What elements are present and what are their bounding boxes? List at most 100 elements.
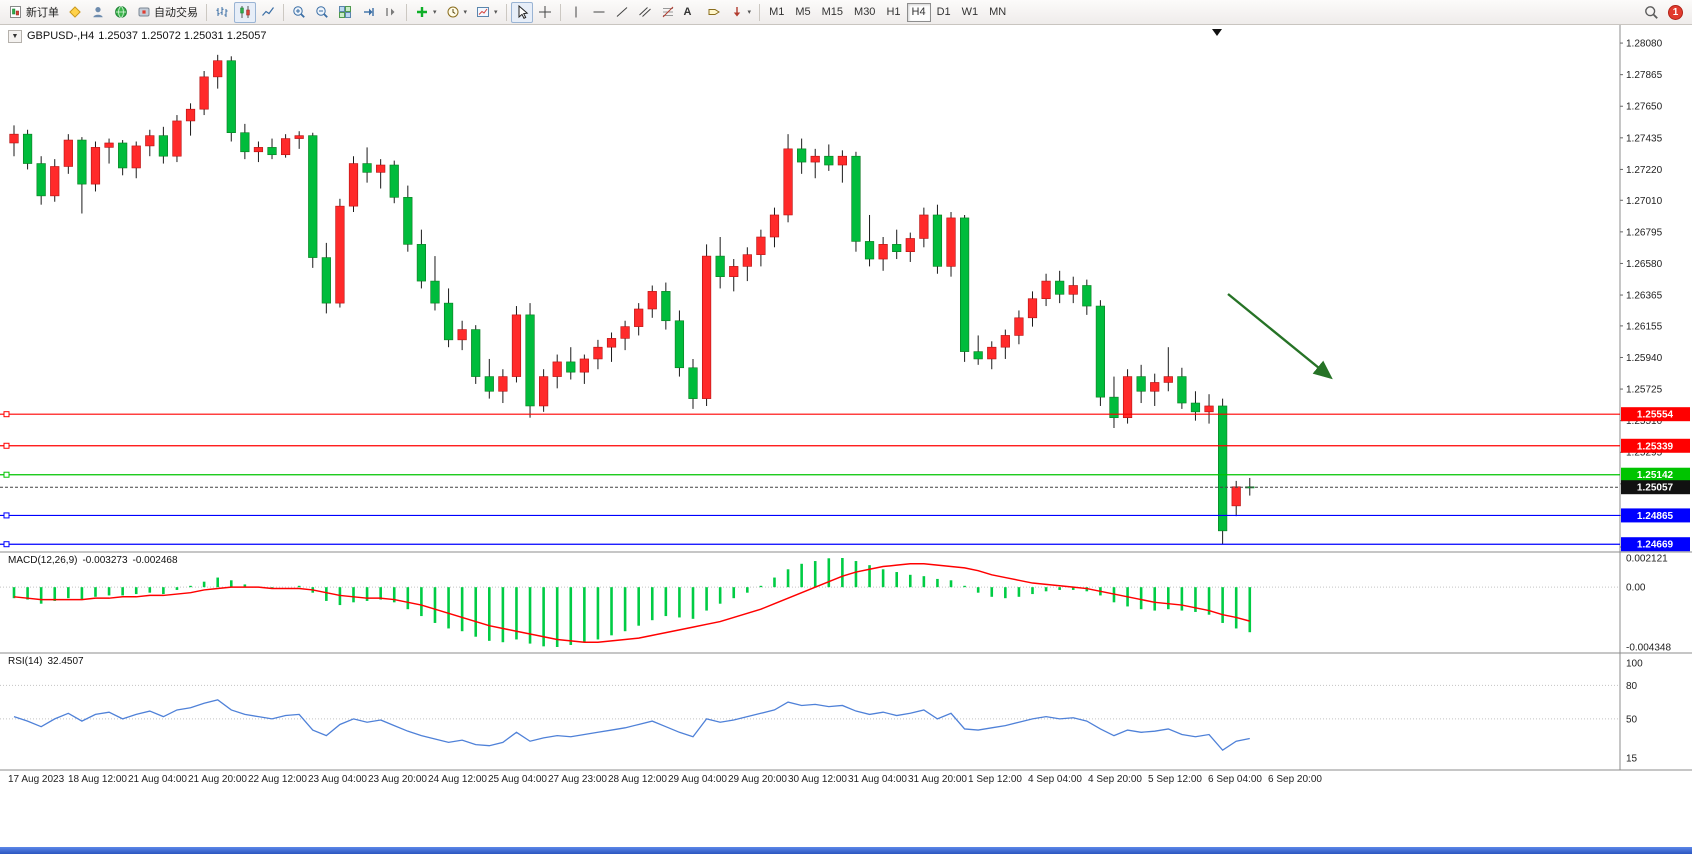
candle-body: [280, 138, 291, 156]
svg-text:1.26365: 1.26365: [1626, 291, 1663, 302]
candle-body: [919, 214, 929, 239]
svg-text:50: 50: [1626, 714, 1638, 725]
globe-icon: [114, 5, 128, 19]
profile-button[interactable]: [87, 2, 109, 23]
channel-tool-button[interactable]: [634, 2, 656, 23]
svg-text:1.26155: 1.26155: [1626, 321, 1663, 332]
vertical-line-tool-button[interactable]: [565, 2, 587, 23]
svg-text:1.26580: 1.26580: [1626, 259, 1663, 270]
timeframe-m15[interactable]: M15: [817, 3, 848, 22]
search-icon[interactable]: [1644, 5, 1659, 20]
templates-button[interactable]: ▾: [472, 2, 502, 23]
annotations[interactable]: [1212, 29, 1333, 380]
timeframe-h4[interactable]: H4: [906, 2, 931, 22]
fibonacci-tool-button[interactable]: [657, 2, 679, 23]
svg-text:6 Sep 04:00: 6 Sep 04:00: [1208, 774, 1262, 785]
svg-text:24 Aug 12:00: 24 Aug 12:00: [428, 774, 487, 785]
chart-line-button[interactable]: [257, 2, 279, 23]
candle-body: [1027, 298, 1038, 319]
candle-body: [783, 148, 793, 216]
candle-body: [742, 254, 752, 267]
candle-body: [1122, 376, 1133, 419]
candle-body: [552, 361, 562, 377]
notification-badge[interactable]: 1: [1668, 4, 1683, 20]
favorites-button[interactable]: [64, 2, 86, 23]
svg-text:29 Aug 20:00: 29 Aug 20:00: [728, 774, 787, 785]
trend-arrow-annotation: [1227, 293, 1333, 380]
horizontal-line-tool-button[interactable]: [588, 2, 610, 23]
arrow-objects-button[interactable]: ▾: [726, 2, 756, 23]
chart-collapse-button[interactable]: ▼: [8, 30, 22, 43]
indicators-button[interactable]: ▾: [411, 2, 441, 23]
rsi-panel: [13, 699, 1250, 752]
price-badge: [1621, 508, 1690, 523]
toolbar-separator: [759, 3, 761, 21]
dropdown-caret-icon: ▾: [463, 8, 468, 16]
svg-text:1.25510: 1.25510: [1626, 416, 1663, 427]
zoom-in-button[interactable]: [288, 2, 310, 23]
candle-body: [1041, 280, 1051, 300]
crosshair-button[interactable]: [534, 2, 556, 23]
svg-text:30 Aug 12:00: 30 Aug 12:00: [788, 774, 847, 785]
candle-body: [498, 376, 508, 392]
candle-body: [987, 346, 997, 360]
svg-text:1.27010: 1.27010: [1626, 196, 1663, 207]
zoom-out-button[interactable]: [311, 2, 333, 23]
candle-body: [63, 139, 73, 167]
svg-text:1.25725: 1.25725: [1626, 385, 1663, 396]
text-tool-button[interactable]: A: [680, 2, 702, 23]
candle-body: [484, 376, 494, 392]
vertical-line-icon: [569, 5, 583, 19]
ohlc-bars-icon: [215, 5, 229, 19]
fibonacci-icon: [661, 5, 675, 19]
cursor-button[interactable]: [510, 1, 533, 23]
timeframe-w1[interactable]: W1: [957, 3, 984, 22]
candle-body: [851, 155, 861, 242]
candle-body: [959, 217, 970, 352]
timeframe-m5[interactable]: M5: [790, 3, 815, 22]
svg-text:21 Aug 04:00: 21 Aug 04:00: [128, 774, 187, 785]
auto-trading-button[interactable]: 自动交易: [133, 2, 202, 23]
svg-text:1.25057: 1.25057: [1637, 483, 1674, 494]
price-levels[interactable]: 1.25554 1.25339 1.25142 1.24865 1.24669: [0, 407, 1690, 552]
candle-body: [715, 255, 725, 277]
timeframe-m30[interactable]: M30: [849, 3, 880, 22]
level-handle: [3, 471, 10, 478]
community-button[interactable]: [110, 2, 132, 23]
svg-text:4 Sep 04:00: 4 Sep 04:00: [1028, 774, 1082, 785]
svg-text:1.25339: 1.25339: [1637, 441, 1674, 452]
rsi-line: [13, 699, 1250, 752]
candle-body: [240, 132, 250, 153]
svg-text:1.27865: 1.27865: [1626, 70, 1663, 81]
svg-text:1.25142: 1.25142: [1637, 470, 1674, 481]
svg-text:21 Aug 20:00: 21 Aug 20:00: [188, 774, 247, 785]
new-order-button[interactable]: 新订单: [5, 2, 63, 23]
timeframe-h1[interactable]: H1: [881, 3, 905, 22]
timeframes-menu-button[interactable]: ▾: [442, 2, 472, 23]
auto-scroll-button[interactable]: [357, 2, 379, 23]
tile-windows-button[interactable]: [334, 2, 356, 23]
candle-body: [620, 326, 630, 339]
macd-main-value: -0.003273: [82, 555, 128, 566]
candle-body: [1150, 382, 1160, 392]
svg-text:1.24865: 1.24865: [1637, 511, 1674, 522]
candle-body: [1055, 280, 1065, 295]
timeframe-d1[interactable]: D1: [932, 3, 956, 22]
timeframe-m1[interactable]: M1: [764, 3, 789, 22]
candle-body: [199, 76, 209, 110]
candle-body: [661, 291, 671, 322]
candle-body: [946, 217, 956, 267]
label-tool-button[interactable]: [703, 2, 725, 23]
chart-candles-button[interactable]: [234, 1, 256, 23]
chart-shift-button[interactable]: [380, 2, 402, 23]
chart-canvas[interactable]: 1.28080 1.27865 1.27650 1.27435 1.27220 1.270…: [0, 25, 1692, 847]
candle-body: [403, 197, 413, 245]
svg-text:28 Aug 12:00: 28 Aug 12:00: [608, 774, 667, 785]
candle-body: [864, 241, 875, 260]
candle-body: [837, 155, 847, 166]
timeframe-mn[interactable]: MN: [984, 3, 1011, 22]
candle-body: [104, 142, 114, 148]
chart-bars-button[interactable]: [211, 2, 233, 23]
trendline-tool-button[interactable]: [611, 2, 633, 23]
svg-text:23 Aug 04:00: 23 Aug 04:00: [308, 774, 367, 785]
